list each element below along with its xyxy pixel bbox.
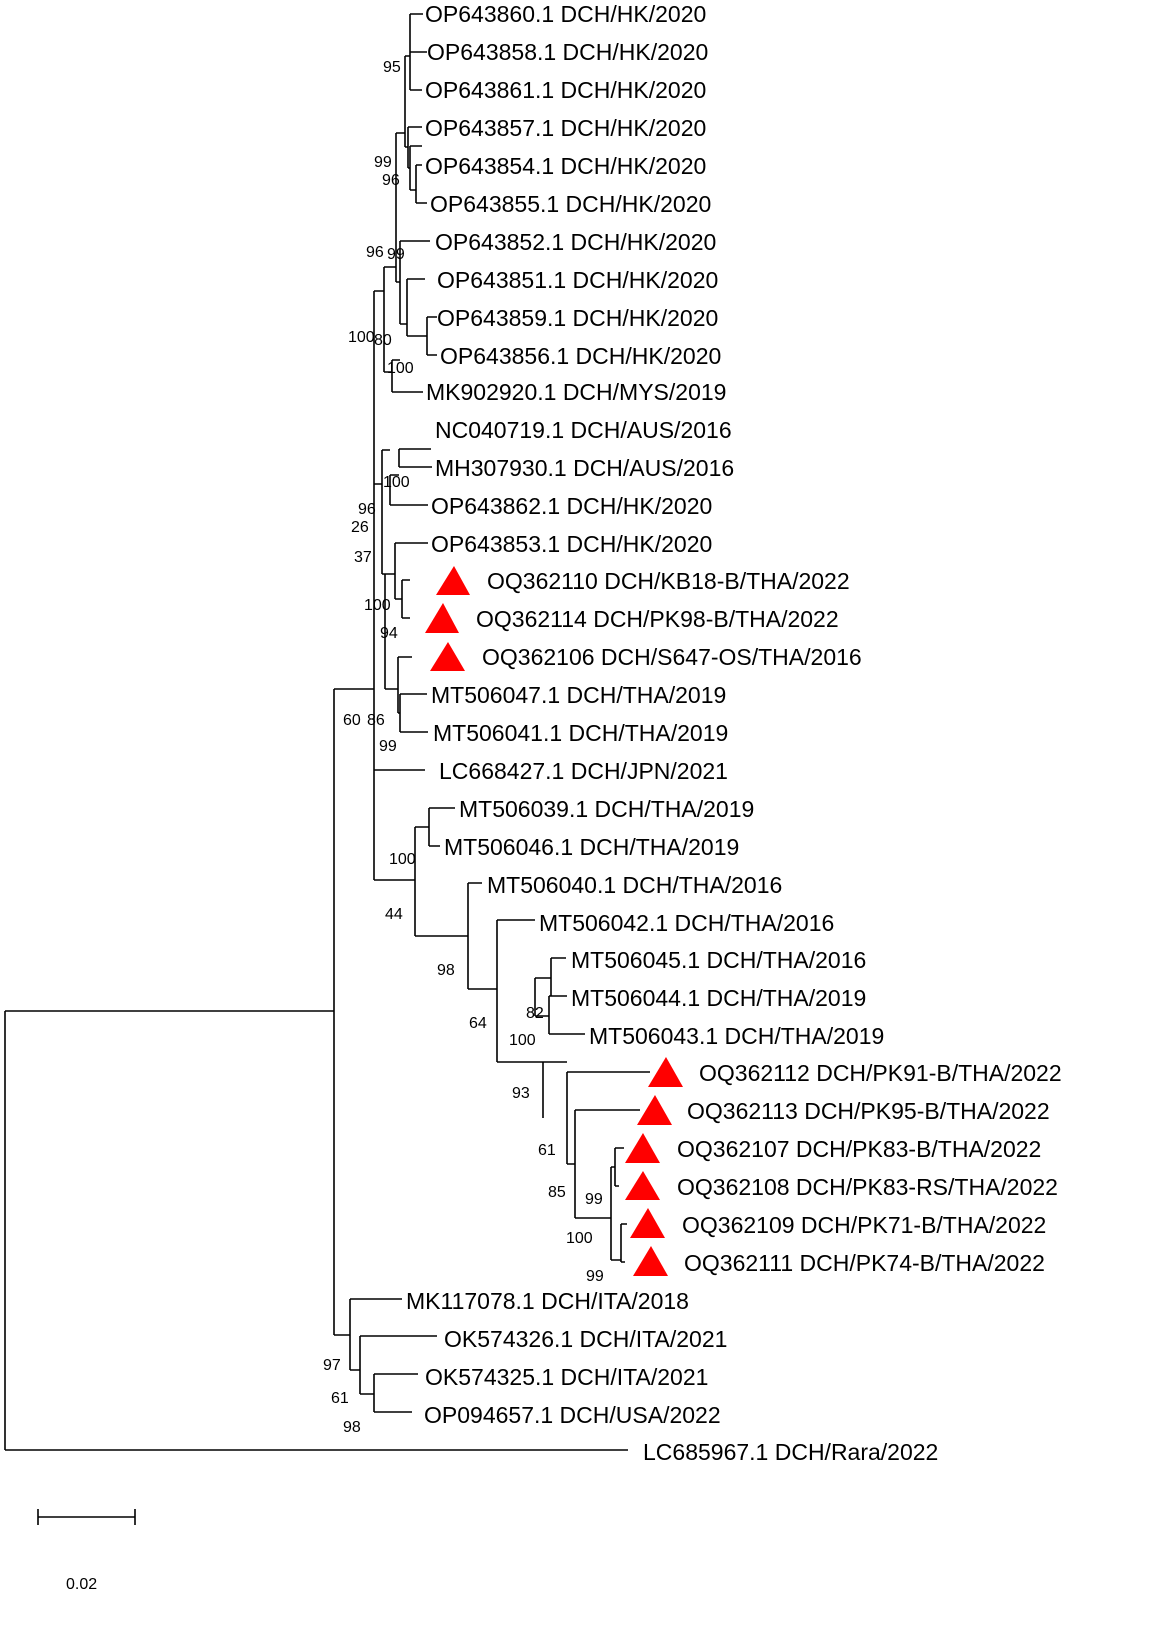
bootstrap-value: 100 (383, 474, 410, 491)
bootstrap-value: 61 (538, 1142, 556, 1159)
taxon-label-marked: OQ362112 DCH/PK91-B/THA/2022 (699, 1060, 1062, 1086)
bootstrap-value: 100 (364, 597, 391, 614)
red-triangle-marker (425, 603, 459, 633)
bootstrap-value: 100 (348, 329, 375, 346)
bootstrap-value: 95 (383, 59, 401, 76)
taxon-label: MK902920.1 DCH/MYS/2019 (426, 379, 726, 405)
bootstrap-value: 99 (374, 154, 392, 171)
taxon-label-marked: OQ362107 DCH/PK83-B/THA/2022 (677, 1136, 1041, 1162)
bootstrap-value: 94 (380, 625, 398, 642)
red-triangle-marker (625, 1171, 660, 1200)
taxon-label: OP643857.1 DCH/HK/2020 (425, 115, 706, 141)
taxon-label: OP643861.1 DCH/HK/2020 (425, 77, 706, 103)
bootstrap-value: 86 (367, 712, 385, 729)
red-triangle-marker (430, 642, 465, 671)
taxon-label-marked: OQ362109 DCH/PK71-B/THA/2022 (682, 1212, 1046, 1238)
taxon-label: MT506043.1 DCH/THA/2019 (589, 1023, 884, 1049)
bootstrap-value: 80 (374, 332, 392, 349)
bootstrap-value: 60 (343, 712, 361, 729)
bootstrap-value: 100 (509, 1032, 536, 1049)
taxon-label: OK574326.1 DCH/ITA/2021 (444, 1326, 727, 1352)
red-triangle-marker (637, 1095, 672, 1125)
bootstrap-value: 99 (387, 246, 405, 263)
red-triangle-marker (633, 1246, 668, 1276)
scale-bar: 0.02 (37, 1509, 136, 1593)
taxon-label: OP643862.1 DCH/HK/2020 (431, 493, 712, 519)
red-triangle-marker (436, 566, 470, 595)
bootstrap-value: 100 (566, 1230, 593, 1247)
taxon-labels: OP643860.1 DCH/HK/2020 OP643858.1 DCH/HK/… (406, 1, 1062, 1465)
taxon-label: LC685967.1 DCH/Rara/2022 (643, 1439, 938, 1465)
taxon-label: LC668427.1 DCH/JPN/2021 (439, 758, 728, 784)
bootstrap-value: 99 (585, 1191, 603, 1208)
tree-branches (4, 13, 650, 1451)
bootstrap-value: 93 (512, 1085, 530, 1102)
bootstrap-value: 99 (586, 1268, 604, 1285)
taxon-label: MT506040.1 DCH/THA/2016 (487, 872, 782, 898)
taxon-label: MT506045.1 DCH/THA/2016 (571, 947, 866, 973)
bootstrap-value: 99 (379, 738, 397, 755)
taxon-label: OP643860.1 DCH/HK/2020 (425, 1, 706, 27)
taxon-label: OP643859.1 DCH/HK/2020 (437, 305, 718, 331)
bootstrap-value: 96 (382, 172, 400, 189)
taxon-label-marked: OQ362113 DCH/PK95-B/THA/2022 (687, 1098, 1050, 1124)
bootstrap-value: 100 (389, 851, 416, 868)
taxon-label: OP643858.1 DCH/HK/2020 (427, 39, 708, 65)
taxon-label: MT506047.1 DCH/THA/2019 (431, 682, 726, 708)
bootstrap-value: 100 (387, 360, 414, 377)
bootstrap-value: 85 (548, 1184, 566, 1201)
taxon-label: OP643852.1 DCH/HK/2020 (435, 229, 716, 255)
taxon-label: OP643855.1 DCH/HK/2020 (430, 191, 711, 217)
taxon-label-marked: OQ362106 DCH/S647-OS/THA/2016 (482, 644, 862, 670)
taxon-label-marked: OQ362114 DCH/PK98-B/THA/2022 (476, 606, 839, 632)
taxon-label: OP643854.1 DCH/HK/2020 (425, 153, 706, 179)
red-triangle-marker (625, 1133, 660, 1163)
taxon-label: OP643853.1 DCH/HK/2020 (431, 531, 712, 557)
bootstrap-value: 96 (366, 244, 384, 261)
taxon-label: MT506046.1 DCH/THA/2019 (444, 834, 739, 860)
taxon-label: MK117078.1 DCH/ITA/2018 (406, 1288, 689, 1314)
taxon-label: MT506039.1 DCH/THA/2019 (459, 796, 754, 822)
bootstrap-value: 82 (526, 1005, 544, 1022)
bootstrap-value: 37 (354, 549, 372, 566)
taxon-label: OP643851.1 DCH/HK/2020 (437, 267, 718, 293)
red-triangle-marker (630, 1208, 665, 1238)
taxon-label: OP643856.1 DCH/HK/2020 (440, 343, 721, 369)
bootstrap-value: 26 (351, 519, 369, 536)
taxon-label: NC040719.1 DCH/AUS/2016 (435, 417, 732, 443)
taxon-label: MT506042.1 DCH/THA/2016 (539, 910, 834, 936)
taxon-label: OP094657.1 DCH/USA/2022 (424, 1402, 721, 1428)
bootstrap-value: 98 (343, 1419, 361, 1436)
bootstrap-value: 97 (323, 1357, 341, 1374)
marker-group (425, 566, 683, 1276)
taxon-label: MT506044.1 DCH/THA/2019 (571, 985, 866, 1011)
bootstrap-value: 64 (469, 1015, 487, 1032)
taxon-label: OK574325.1 DCH/ITA/2021 (425, 1364, 708, 1390)
taxon-label: MT506041.1 DCH/THA/2019 (433, 720, 728, 746)
taxon-label-marked: OQ362108 DCH/PK83-RS/THA/2022 (677, 1174, 1058, 1200)
taxon-label-marked: OQ362110 DCH/KB18-B/THA/2022 (487, 568, 850, 594)
bootstrap-value: 61 (331, 1390, 349, 1407)
taxon-label: MH307930.1 DCH/AUS/2016 (435, 455, 734, 481)
bootstrap-value: 44 (385, 906, 403, 923)
bootstrap-value: 98 (437, 962, 455, 979)
red-triangle-marker (648, 1057, 683, 1087)
scale-bar-label: 0.02 (66, 1576, 97, 1593)
bootstrap-value: 96 (358, 501, 376, 518)
taxon-label-marked: OQ362111 DCH/PK74-B/THA/2022 (684, 1250, 1045, 1276)
